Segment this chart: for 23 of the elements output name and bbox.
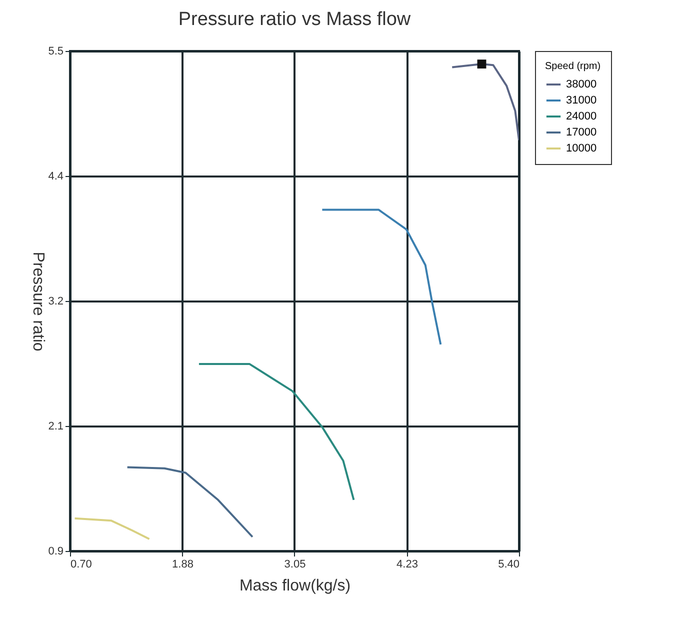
x-tick-label: 1.88	[172, 558, 194, 570]
legend-title: Speed (rpm)	[545, 61, 601, 72]
y-tick-label: 4.4	[48, 170, 64, 182]
x-tick-label: 0.70	[70, 558, 92, 570]
line-series	[321, 208, 442, 346]
line-series	[198, 363, 355, 501]
line-series	[126, 466, 254, 538]
legend-label: 10000	[566, 142, 597, 154]
chart-title: Pressure ratio vs Mass flow	[178, 9, 411, 30]
x-tick-label: 5.40	[498, 558, 520, 570]
x-tick-label: 4.23	[396, 558, 418, 570]
line-series	[74, 517, 150, 540]
y-tick-label: 3.2	[48, 296, 64, 308]
y-tick-label: 2.1	[48, 420, 64, 432]
legend-label: 17000	[566, 126, 597, 138]
x-axis-title: Mass flow(kg/s)	[239, 578, 351, 594]
x-tick-label: 3.05	[284, 558, 306, 570]
y-tick-label: 0.9	[48, 546, 64, 558]
legend-label: 38000	[566, 78, 597, 90]
legend-label: 31000	[566, 94, 597, 106]
y-axis-title: Pressure ratio	[30, 252, 46, 352]
legend-label: 24000	[566, 110, 597, 122]
y-tick-label: 5.5	[48, 46, 64, 58]
